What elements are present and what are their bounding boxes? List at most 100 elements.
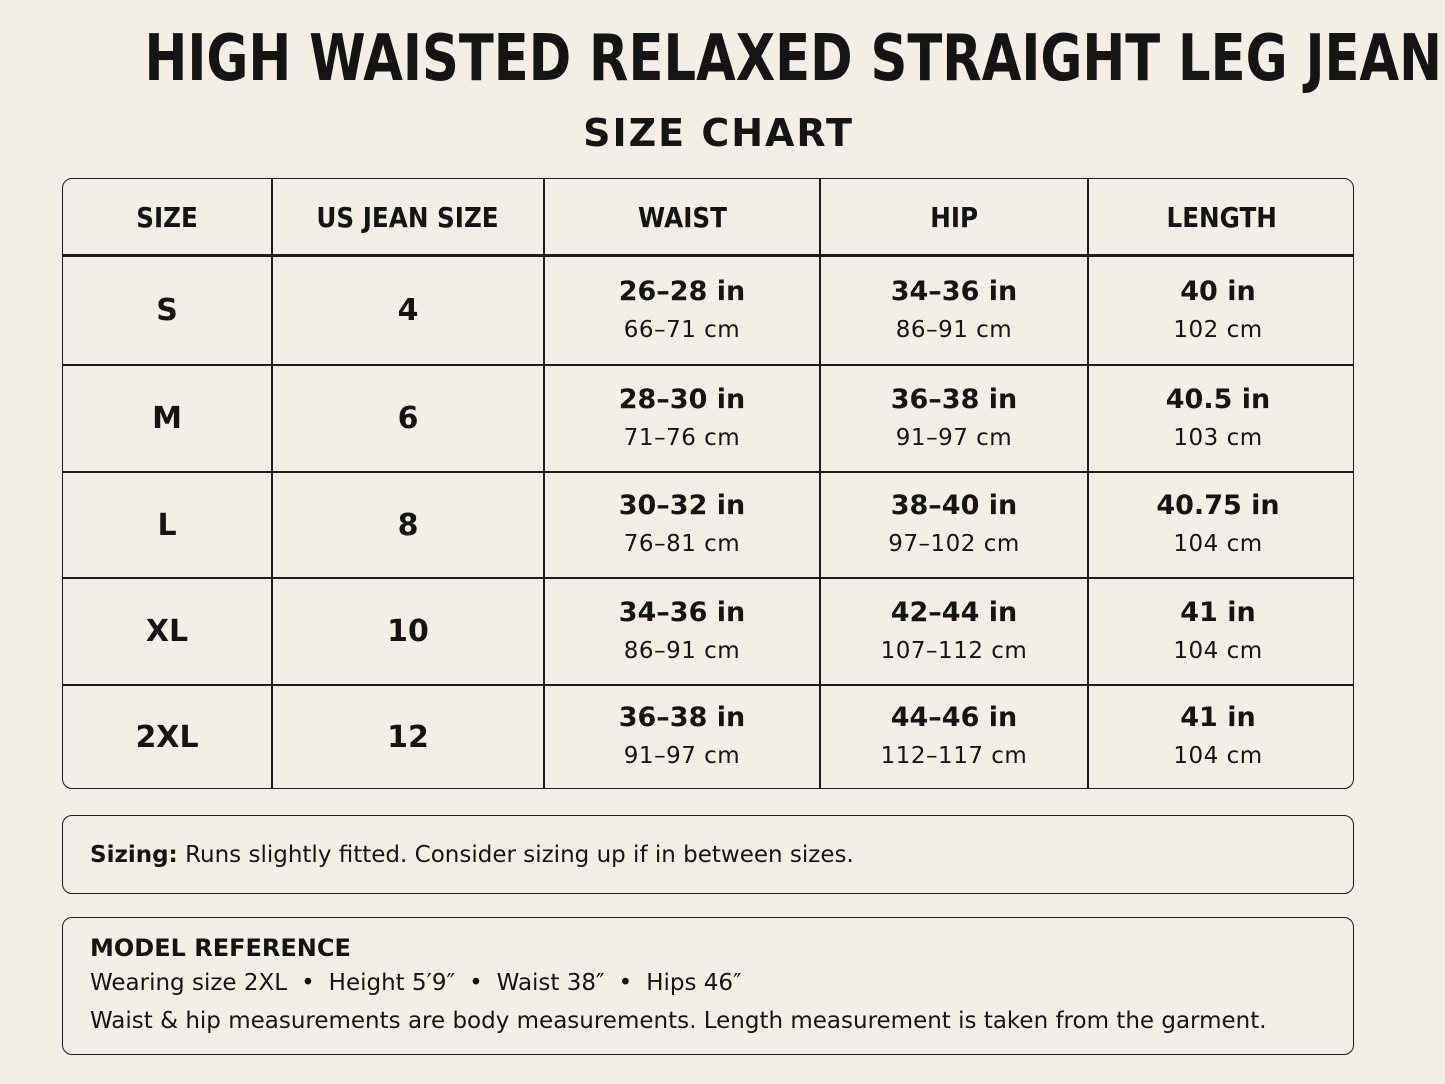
us-size-value: 12 xyxy=(387,719,429,755)
header-length: LENGTH xyxy=(1089,179,1353,255)
cell-size: 2XL xyxy=(63,686,271,788)
length-in: 40.75 in xyxy=(1156,490,1280,521)
cell-waist: 28–30 in 71–76 cm xyxy=(545,366,819,471)
hip-in: 38–40 in xyxy=(890,490,1018,521)
model-reference-title: MODEL REFERENCE xyxy=(90,934,351,962)
size-value: S xyxy=(156,293,178,328)
sizing-note-text: Runs slightly fitted. Consider sizing up… xyxy=(185,842,854,868)
us-size-value: 6 xyxy=(397,401,419,436)
header-size: SIZE xyxy=(63,179,271,255)
cell-waist: 36–38 in 91–97 cm xyxy=(545,686,819,788)
length-cm: 103 cm xyxy=(1173,424,1263,451)
column-divider xyxy=(543,179,545,788)
cell-size: S xyxy=(63,257,271,364)
hip-in: 44–46 in xyxy=(890,702,1018,733)
sizing-note-label: Sizing: xyxy=(90,842,178,868)
column-divider xyxy=(1087,179,1089,788)
waist-in: 28–30 in xyxy=(618,383,746,415)
length-in: 40 in xyxy=(1180,275,1256,307)
cell-waist: 26–28 in 66–71 cm xyxy=(545,257,819,364)
cell-us: 12 xyxy=(273,686,543,788)
length-in: 41 in xyxy=(1180,596,1256,628)
hip-in: 36–38 in xyxy=(890,383,1018,415)
measurement-note: Waist & hip measurements are body measur… xyxy=(90,1008,1267,1034)
model-size: Wearing size 2XL xyxy=(90,970,288,996)
size-value: L xyxy=(157,507,177,543)
cell-waist: 34–36 in 86–91 cm xyxy=(545,579,819,684)
length-cm: 104 cm xyxy=(1173,637,1263,664)
hip-cm: 112–117 cm xyxy=(880,743,1028,769)
model-height: Height 5′9″ xyxy=(328,970,456,996)
waist-cm: 76–81 cm xyxy=(623,531,741,557)
header-us-jean-size-label: US JEAN SIZE xyxy=(316,200,500,234)
page-title: HIGH WAISTED RELAXED STRAIGHT LEG JEANS xyxy=(144,22,1445,96)
cell-length: 40.75 in 104 cm xyxy=(1089,473,1347,577)
cell-hip: 42–44 in 107–112 cm xyxy=(821,579,1087,684)
size-value: M xyxy=(152,401,182,436)
cell-size: M xyxy=(63,366,271,471)
header-size-label: SIZE xyxy=(136,200,198,234)
header-hip: HIP xyxy=(821,179,1087,255)
cell-size: L xyxy=(63,473,271,577)
separator-dot: • xyxy=(618,970,633,996)
cell-length: 40.5 in 103 cm xyxy=(1089,366,1347,471)
size-table: SIZE US JEAN SIZE WAIST HIP LENGTH S 4 2… xyxy=(62,178,1354,789)
length-cm: 102 cm xyxy=(1173,316,1263,343)
cell-us: 10 xyxy=(273,579,543,684)
waist-in: 36–38 in xyxy=(618,702,746,733)
model-reference-details: Wearing size 2XL • Height 5′9″ • Waist 38″ • H… xyxy=(90,964,1353,1002)
waist-cm: 71–76 cm xyxy=(623,424,741,451)
waist-cm: 86–91 cm xyxy=(623,637,741,664)
cell-size: XL xyxy=(63,579,271,684)
header-waist: WAIST xyxy=(545,179,819,255)
header-hip-label: HIP xyxy=(930,200,978,234)
length-in: 41 in xyxy=(1180,702,1256,733)
header-divider xyxy=(63,254,1353,257)
length-cm: 104 cm xyxy=(1173,531,1263,557)
sizing-note: Sizing: Runs slightly fitted. Consider s… xyxy=(62,815,1354,894)
hip-cm: 97–102 cm xyxy=(888,531,1020,557)
hip-in: 42–44 in xyxy=(890,596,1018,628)
page-subtitle: SIZE CHART xyxy=(583,111,854,155)
separator-dot: • xyxy=(301,970,315,996)
cell-hip: 34–36 in 86–91 cm xyxy=(821,257,1087,364)
length-cm: 104 cm xyxy=(1173,743,1263,769)
separator-dot: • xyxy=(469,970,483,996)
model-hips: Hips 46″ xyxy=(646,970,742,996)
waist-in: 26–28 in xyxy=(618,275,746,307)
cell-us: 6 xyxy=(273,366,543,471)
header-length-label: LENGTH xyxy=(1166,200,1278,234)
hip-in: 34–36 in xyxy=(890,275,1018,307)
row-divider xyxy=(63,364,1353,366)
cell-length: 40 in 102 cm xyxy=(1089,257,1347,364)
us-size-value: 10 xyxy=(387,614,429,649)
model-waist: Waist 38″ xyxy=(496,970,605,996)
cell-hip: 36–38 in 91–97 cm xyxy=(821,366,1087,471)
hip-cm: 107–112 cm xyxy=(880,637,1028,664)
waist-cm: 91–97 cm xyxy=(623,743,741,769)
size-value: 2XL xyxy=(135,719,199,755)
hip-cm: 91–97 cm xyxy=(895,424,1013,451)
cell-length: 41 in 104 cm xyxy=(1089,579,1347,684)
row-divider xyxy=(63,684,1353,686)
header-us-jean-size: US JEAN SIZE xyxy=(273,179,543,255)
column-divider xyxy=(819,179,821,788)
cell-hip: 38–40 in 97–102 cm xyxy=(821,473,1087,577)
waist-in: 30–32 in xyxy=(618,490,746,521)
row-divider xyxy=(63,471,1353,473)
model-reference: MODEL REFERENCE Wearing size 2XL • Height … xyxy=(62,917,1354,1055)
row-divider xyxy=(63,577,1353,579)
us-size-value: 4 xyxy=(397,293,419,328)
cell-length: 41 in 104 cm xyxy=(1089,686,1347,788)
length-in: 40.5 in xyxy=(1165,383,1271,415)
waist-in: 34–36 in xyxy=(618,596,746,628)
cell-waist: 30–32 in 76–81 cm xyxy=(545,473,819,577)
cell-us: 8 xyxy=(273,473,543,577)
us-size-value: 8 xyxy=(397,507,419,543)
cell-us: 4 xyxy=(273,257,543,364)
cell-hip: 44–46 in 112–117 cm xyxy=(821,686,1087,788)
size-value: XL xyxy=(145,614,189,649)
hip-cm: 86–91 cm xyxy=(895,316,1013,343)
waist-cm: 66–71 cm xyxy=(623,316,741,343)
column-divider xyxy=(271,179,273,788)
